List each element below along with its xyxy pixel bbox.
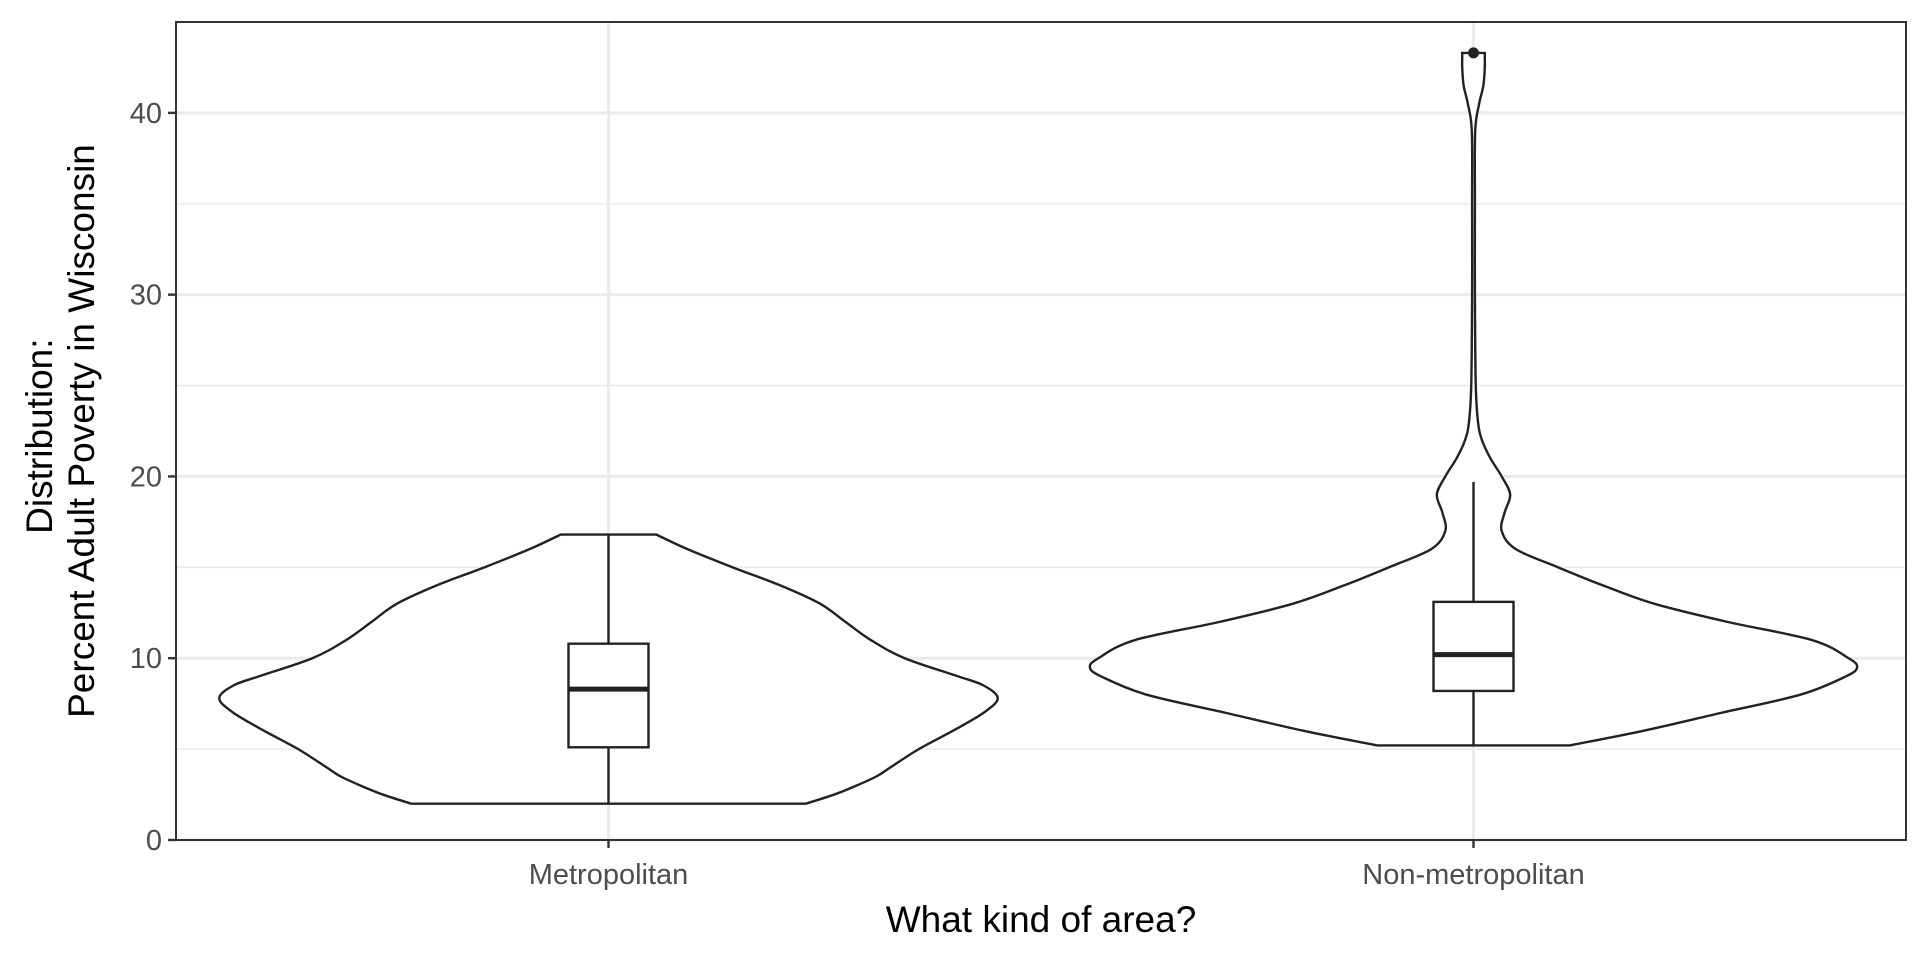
panel-border — [175, 21, 1907, 841]
violin-non-metropolitan — [1088, 51, 1859, 747]
x-tick-label: Non-metropolitan — [1362, 859, 1584, 891]
y-axis-title: Distribution: Percent Adult Poverty in W… — [19, 144, 102, 718]
y-tick-label: 30 — [130, 280, 162, 312]
y-axis-title-line-2: Percent Adult Poverty in Wisconsin — [61, 144, 102, 718]
x-axis-title: What kind of area? — [886, 899, 1197, 940]
axes: 0 10 20 30 40 Metropolitan Non-metropolitan — [130, 98, 1585, 891]
plot-marks — [218, 47, 1859, 805]
y-tick-label: 20 — [130, 461, 162, 493]
box-iqr — [1432, 600, 1515, 693]
y-tick-label: 0 — [146, 825, 162, 857]
y-tick-label: 10 — [130, 643, 162, 675]
y-axis-title-line-1: Distribution: — [19, 338, 60, 533]
x-tick-label: Metropolitan — [529, 859, 689, 891]
outlier-point — [1468, 47, 1479, 59]
y-tick-label: 40 — [130, 98, 162, 130]
box-iqr — [567, 642, 650, 749]
